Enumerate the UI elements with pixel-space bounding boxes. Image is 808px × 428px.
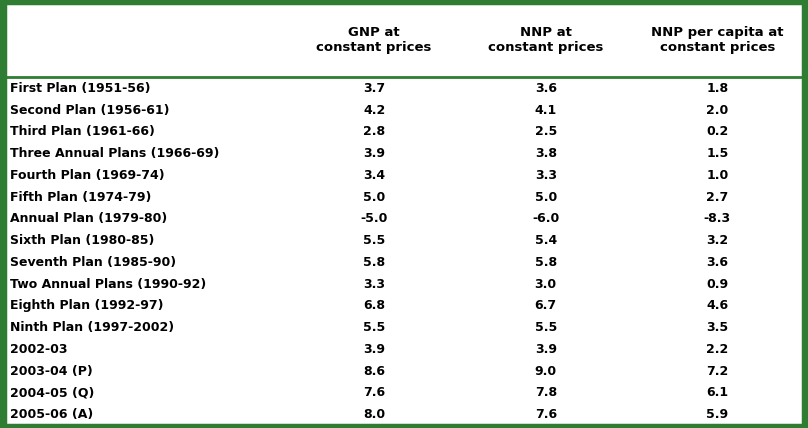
Text: 4.1: 4.1 bbox=[535, 104, 557, 116]
Text: Second Plan (1956-61): Second Plan (1956-61) bbox=[10, 104, 169, 116]
Text: 2.2: 2.2 bbox=[706, 343, 729, 356]
Text: 1.0: 1.0 bbox=[706, 169, 729, 182]
Text: 3.3: 3.3 bbox=[363, 278, 385, 291]
Text: 3.6: 3.6 bbox=[706, 256, 728, 269]
Text: 5.8: 5.8 bbox=[363, 256, 385, 269]
Text: 2.7: 2.7 bbox=[706, 190, 729, 204]
Text: 1.8: 1.8 bbox=[706, 82, 728, 95]
Text: 3.6: 3.6 bbox=[535, 82, 557, 95]
Text: Fifth Plan (1974-79): Fifth Plan (1974-79) bbox=[10, 190, 151, 204]
Text: Two Annual Plans (1990-92): Two Annual Plans (1990-92) bbox=[10, 278, 206, 291]
Text: Ninth Plan (1997-2002): Ninth Plan (1997-2002) bbox=[10, 321, 174, 334]
Text: -8.3: -8.3 bbox=[704, 212, 731, 225]
Text: 3.4: 3.4 bbox=[363, 169, 385, 182]
Text: 3.7: 3.7 bbox=[363, 82, 385, 95]
Text: 3.9: 3.9 bbox=[363, 147, 385, 160]
Text: 3.9: 3.9 bbox=[363, 343, 385, 356]
Text: 0.9: 0.9 bbox=[706, 278, 728, 291]
Text: 6.7: 6.7 bbox=[535, 299, 557, 312]
Text: 5.4: 5.4 bbox=[535, 234, 557, 247]
Text: Third Plan (1961-66): Third Plan (1961-66) bbox=[10, 125, 154, 138]
Text: Seventh Plan (1985-90): Seventh Plan (1985-90) bbox=[10, 256, 176, 269]
Text: 4.2: 4.2 bbox=[363, 104, 385, 116]
Text: 3.5: 3.5 bbox=[706, 321, 728, 334]
Text: Sixth Plan (1980-85): Sixth Plan (1980-85) bbox=[10, 234, 154, 247]
Text: 6.8: 6.8 bbox=[363, 299, 385, 312]
Text: 4.6: 4.6 bbox=[706, 299, 728, 312]
Text: 8.6: 8.6 bbox=[363, 365, 385, 377]
Text: 5.0: 5.0 bbox=[363, 190, 385, 204]
Text: 2.5: 2.5 bbox=[535, 125, 557, 138]
Text: 5.5: 5.5 bbox=[535, 321, 557, 334]
Text: 5.9: 5.9 bbox=[706, 408, 728, 421]
Text: NNP per capita at
constant prices: NNP per capita at constant prices bbox=[651, 26, 784, 54]
Text: Fourth Plan (1969-74): Fourth Plan (1969-74) bbox=[10, 169, 164, 182]
Text: -6.0: -6.0 bbox=[532, 212, 559, 225]
Text: 6.1: 6.1 bbox=[706, 386, 728, 399]
Text: NNP at
constant prices: NNP at constant prices bbox=[488, 26, 604, 54]
Text: 5.0: 5.0 bbox=[535, 190, 557, 204]
Text: 3.9: 3.9 bbox=[535, 343, 557, 356]
Text: Eighth Plan (1992-97): Eighth Plan (1992-97) bbox=[10, 299, 163, 312]
Text: 7.6: 7.6 bbox=[535, 408, 557, 421]
Text: 7.8: 7.8 bbox=[535, 386, 557, 399]
Text: 2.8: 2.8 bbox=[363, 125, 385, 138]
Text: First Plan (1951-56): First Plan (1951-56) bbox=[10, 82, 150, 95]
Text: GNP at
constant prices: GNP at constant prices bbox=[317, 26, 431, 54]
Text: 2.0: 2.0 bbox=[706, 104, 729, 116]
Text: Annual Plan (1979-80): Annual Plan (1979-80) bbox=[10, 212, 167, 225]
Text: 5.5: 5.5 bbox=[363, 321, 385, 334]
Text: 7.2: 7.2 bbox=[706, 365, 729, 377]
Text: 3.8: 3.8 bbox=[535, 147, 557, 160]
Text: 8.0: 8.0 bbox=[363, 408, 385, 421]
Text: 3.0: 3.0 bbox=[535, 278, 557, 291]
Text: 7.6: 7.6 bbox=[363, 386, 385, 399]
Text: 3.3: 3.3 bbox=[535, 169, 557, 182]
Text: 3.2: 3.2 bbox=[706, 234, 728, 247]
Text: 0.2: 0.2 bbox=[706, 125, 729, 138]
Text: 5.5: 5.5 bbox=[363, 234, 385, 247]
Text: -5.0: -5.0 bbox=[360, 212, 388, 225]
Text: Three Annual Plans (1966-69): Three Annual Plans (1966-69) bbox=[10, 147, 219, 160]
Text: 9.0: 9.0 bbox=[535, 365, 557, 377]
Text: 2002-03: 2002-03 bbox=[10, 343, 67, 356]
Text: 2003-04 (P): 2003-04 (P) bbox=[10, 365, 92, 377]
Text: 2005-06 (A): 2005-06 (A) bbox=[10, 408, 93, 421]
Text: 5.8: 5.8 bbox=[535, 256, 557, 269]
Text: 1.5: 1.5 bbox=[706, 147, 729, 160]
Text: 2004-05 (Q): 2004-05 (Q) bbox=[10, 386, 94, 399]
